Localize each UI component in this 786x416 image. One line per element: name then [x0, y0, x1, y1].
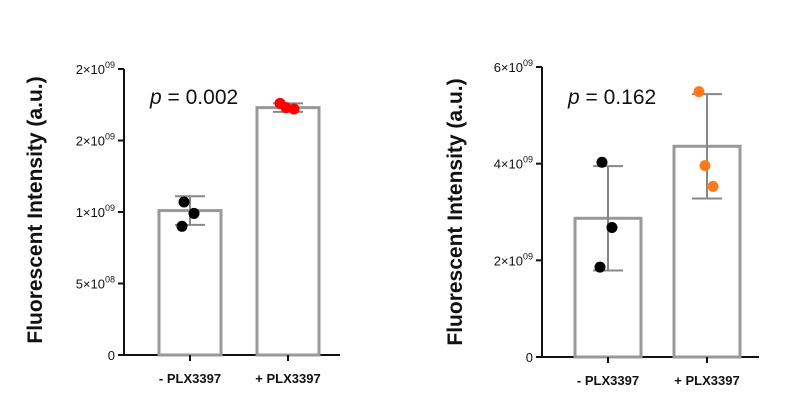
data-point: [693, 86, 705, 98]
p-value-annotation: p = 0.002: [149, 86, 238, 109]
bar-1: [157, 209, 223, 357]
y-tick-base: 0: [526, 350, 533, 365]
y-tick-base: 4×10: [494, 157, 523, 172]
y-tick-label: 2×1009: [494, 251, 533, 268]
y-tick-base: 2×10: [76, 134, 105, 149]
y-tick-exponent: 09: [523, 155, 533, 165]
y-tick-label: 5×1008: [76, 275, 115, 292]
chart-panel-2: Fluorescent Intensity (a.u.) p = 0.162 0 2×…: [444, 58, 759, 388]
data-point: [288, 103, 300, 115]
y-tick-exponent: 09: [105, 132, 115, 142]
data-point: [188, 207, 200, 219]
y-tick-base: 2×10: [76, 62, 105, 77]
y-tick-exponent: 09: [523, 58, 533, 68]
data-point: [596, 156, 608, 168]
p-value-annotation: p = 0.162: [567, 86, 656, 109]
y-tick-base: 1×10: [76, 205, 105, 220]
bar-2: [255, 106, 321, 357]
data-point: [699, 160, 711, 172]
y-axis-title: Fluorescent Intensity (a.u.): [24, 76, 47, 343]
y-tick-exponent: 09: [523, 251, 533, 261]
y-tick-base: 6×10: [494, 60, 523, 75]
y-tick-label: 2×1009: [76, 132, 115, 149]
y-tick-label: 4×1009: [494, 155, 533, 172]
p-symbol: p: [567, 86, 580, 109]
data-point: [178, 196, 190, 208]
p-value-text: = 0.162: [580, 86, 656, 109]
data-point: [606, 221, 618, 233]
y-tick-base: 0: [108, 348, 115, 363]
data-point: [594, 261, 606, 273]
y-tick-label: 0: [526, 350, 533, 365]
y-tick-base: 5×10: [76, 277, 105, 292]
p-symbol: p: [149, 86, 162, 109]
x-category-label: - PLX3397: [159, 371, 221, 386]
y-tick-label: 0: [108, 348, 115, 363]
y-tick-label: 6×1009: [494, 58, 533, 75]
y-axis-title: Fluorescent Intensity (a.u.): [444, 78, 467, 345]
x-category-label: + PLX3397: [255, 371, 320, 386]
y-tick-exponent: 09: [105, 60, 115, 70]
y-tick-label: 1×1009: [76, 203, 115, 220]
y-tick-base: 2×10: [494, 253, 523, 268]
y-tick-exponent: 08: [105, 275, 115, 285]
p-value-text: = 0.002: [162, 86, 238, 109]
x-category-label: + PLX3397: [674, 373, 739, 388]
chart-panel-1: Fluorescent Intensity (a.u.) p = 0.002 0 5×…: [24, 60, 340, 386]
y-tick-label: 2×1009: [76, 60, 115, 77]
x-category-label: - PLX3397: [577, 373, 639, 388]
data-point: [707, 180, 719, 192]
y-tick-exponent: 09: [105, 203, 115, 213]
data-point: [176, 220, 188, 232]
